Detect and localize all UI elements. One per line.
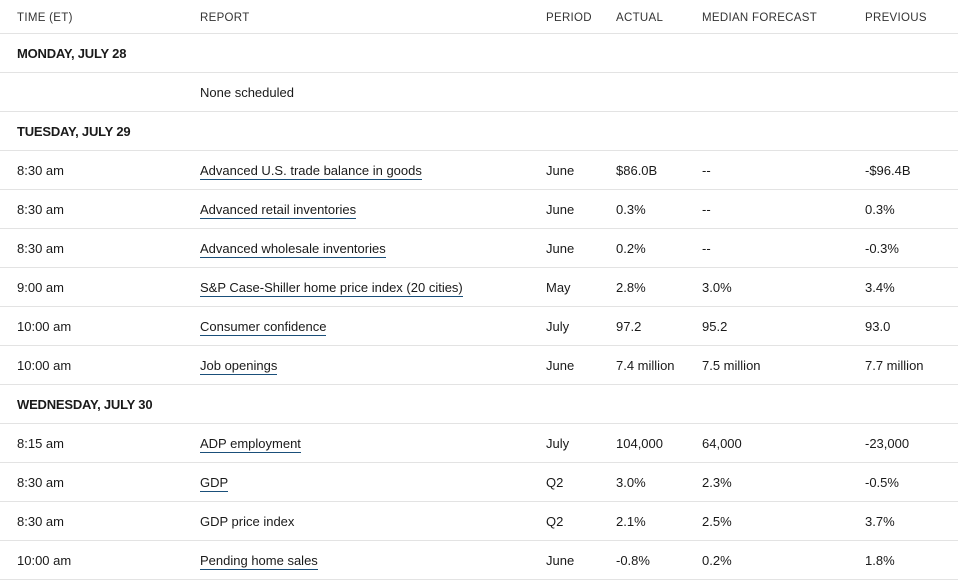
actual-value: 7.4 million xyxy=(616,358,675,373)
release-time: 10:00 am xyxy=(17,358,72,373)
median-forecast-value: -- xyxy=(702,202,711,217)
report-cell: Job openings xyxy=(200,358,278,375)
report-link[interactable]: Pending home sales xyxy=(200,553,318,570)
report-link[interactable]: Job openings xyxy=(200,358,278,375)
previous-value: -0.3% xyxy=(865,241,899,256)
table-row: 8:30 am Advanced retail inventories June 0… xyxy=(0,190,958,229)
report-link[interactable]: Advanced retail inventories xyxy=(200,202,357,219)
actual-value: 97.2 xyxy=(616,319,642,334)
median-forecast-value: 7.5 million xyxy=(702,358,761,373)
report-cell: Advanced U.S. trade balance in goods xyxy=(200,163,422,180)
header-report: REPORT xyxy=(200,12,250,24)
table-row: 8:15 am ADP employment July 104,000 64,000 -2… xyxy=(0,424,958,463)
previous-value: -$96.4B xyxy=(865,163,911,178)
release-time: 8:30 am xyxy=(17,163,64,178)
release-time: 10:00 am xyxy=(17,553,72,568)
actual-value: 104,000 xyxy=(616,436,663,451)
day-header-row: WEDNESDAY, JULY 30 xyxy=(0,385,958,424)
table-row: None scheduled xyxy=(0,73,958,112)
period-value: Q2 xyxy=(546,475,564,490)
report-link[interactable]: Consumer confidence xyxy=(200,319,327,336)
report-cell: Pending home sales xyxy=(200,553,318,570)
day-label: TUESDAY, JULY 29 xyxy=(17,124,131,139)
table-body: MONDAY, JULY 28 None scheduled TUESDAY, JU… xyxy=(0,34,958,580)
period-value: July xyxy=(546,319,570,334)
table-header: TIME (ET) REPORT PERIOD ACTUAL MEDIAN FO… xyxy=(0,0,958,34)
table-row: 10:00 am Consumer confidence July 97.2 95.2 9… xyxy=(0,307,958,346)
header-median-forecast: MEDIAN FORECAST xyxy=(702,12,818,24)
report-link[interactable]: Advanced U.S. trade balance in goods xyxy=(200,163,422,180)
actual-value: 2.8% xyxy=(616,280,646,295)
table-row: 10:00 am Pending home sales June -0.8% 0.2% 1… xyxy=(0,541,958,580)
period-value: June xyxy=(546,553,575,568)
report-name: GDP price index xyxy=(200,514,295,529)
table-row: 8:30 am Advanced U.S. trade balance in go… xyxy=(0,151,958,190)
previous-value: 3.7% xyxy=(865,514,895,529)
report-cell: None scheduled xyxy=(200,85,294,101)
release-time: 8:30 am xyxy=(17,475,64,490)
median-forecast-value: 0.2% xyxy=(702,553,732,568)
report-name: None scheduled xyxy=(200,85,294,100)
report-cell: Advanced wholesale inventories xyxy=(200,241,386,258)
previous-value: 0.3% xyxy=(865,202,895,217)
actual-value: 0.2% xyxy=(616,241,646,256)
median-forecast-value: -- xyxy=(702,163,711,178)
day-label: WEDNESDAY, JULY 30 xyxy=(17,397,153,412)
table-row: 8:30 am GDP Q2 3.0% 2.3% -0.5% xyxy=(0,463,958,502)
previous-value: 7.7 million xyxy=(865,358,924,373)
actual-value: $86.0B xyxy=(616,163,658,178)
actual-value: -0.8% xyxy=(616,553,650,568)
period-value: July xyxy=(546,436,570,451)
previous-value: 93.0 xyxy=(865,319,891,334)
report-link[interactable]: S&P Case-Shiller home price index (20 ci… xyxy=(200,280,463,297)
release-time: 8:30 am xyxy=(17,202,64,217)
header-previous: PREVIOUS xyxy=(865,12,927,24)
previous-value: 1.8% xyxy=(865,553,895,568)
period-value: June xyxy=(546,241,575,256)
table-row: 9:00 am S&P Case-Shiller home price index… xyxy=(0,268,958,307)
period-value: May xyxy=(546,280,571,295)
actual-value: 2.1% xyxy=(616,514,646,529)
table-row: 8:30 am GDP price index Q2 2.1% 2.5% 3.7% xyxy=(0,502,958,541)
median-forecast-value: 2.5% xyxy=(702,514,732,529)
report-cell: Consumer confidence xyxy=(200,319,327,336)
release-time: 8:30 am xyxy=(17,241,64,256)
report-link[interactable]: GDP xyxy=(200,475,229,492)
header-time: TIME (ET) xyxy=(17,12,73,24)
previous-value: -23,000 xyxy=(865,436,910,451)
report-cell: GDP price index xyxy=(200,514,294,530)
report-link[interactable]: Advanced wholesale inventories xyxy=(200,241,386,258)
report-cell: S&P Case-Shiller home price index (20 ci… xyxy=(200,280,463,297)
release-time: 8:15 am xyxy=(17,436,64,451)
previous-value: 3.4% xyxy=(865,280,895,295)
median-forecast-value: 64,000 xyxy=(702,436,742,451)
median-forecast-value: -- xyxy=(702,241,711,256)
median-forecast-value: 2.3% xyxy=(702,475,732,490)
header-period: PERIOD xyxy=(546,12,592,24)
median-forecast-value: 3.0% xyxy=(702,280,732,295)
period-value: June xyxy=(546,163,575,178)
report-cell: GDP xyxy=(200,475,229,492)
actual-value: 3.0% xyxy=(616,475,646,490)
release-time: 8:30 am xyxy=(17,514,64,529)
report-cell: Advanced retail inventories xyxy=(200,202,357,219)
day-label: MONDAY, JULY 28 xyxy=(17,46,127,61)
actual-value: 0.3% xyxy=(616,202,646,217)
release-time: 10:00 am xyxy=(17,319,72,334)
period-value: June xyxy=(546,358,575,373)
day-header-row: MONDAY, JULY 28 xyxy=(0,34,958,73)
period-value: June xyxy=(546,202,575,217)
header-actual: ACTUAL xyxy=(616,12,664,24)
report-cell: ADP employment xyxy=(200,436,301,453)
table-row: 8:30 am Advanced wholesale inventories Jun… xyxy=(0,229,958,268)
median-forecast-value: 95.2 xyxy=(702,319,728,334)
day-header-row: TUESDAY, JULY 29 xyxy=(0,112,958,151)
table-row: 10:00 am Job openings June 7.4 million 7.5 m… xyxy=(0,346,958,385)
release-time: 9:00 am xyxy=(17,280,64,295)
previous-value: -0.5% xyxy=(865,475,899,490)
period-value: Q2 xyxy=(546,514,564,529)
report-link[interactable]: ADP employment xyxy=(200,436,301,453)
